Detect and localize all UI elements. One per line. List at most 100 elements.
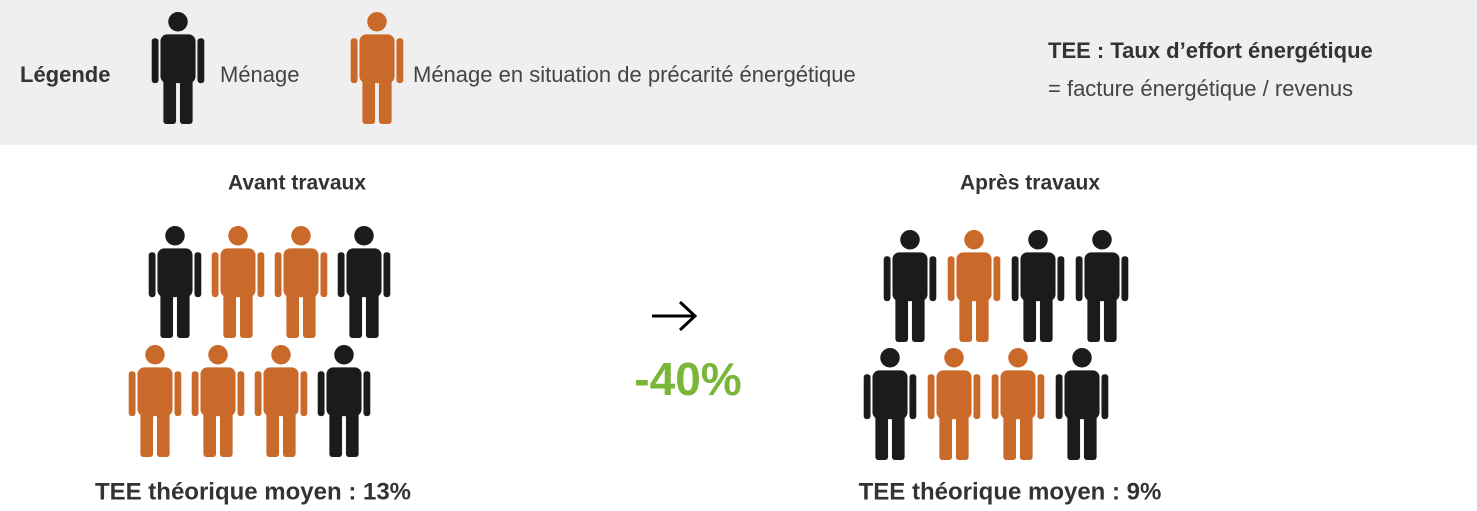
- arm: [363, 371, 371, 417]
- person-icon: [863, 348, 917, 460]
- head: [334, 345, 354, 365]
- arm: [1101, 374, 1109, 420]
- torso: [283, 248, 319, 298]
- torso: [160, 34, 196, 84]
- leg: [365, 290, 379, 338]
- torso: [137, 367, 173, 417]
- arm: [337, 252, 345, 298]
- arm: [254, 371, 262, 417]
- arm: [1055, 374, 1063, 420]
- leg: [160, 290, 174, 338]
- leg: [955, 412, 969, 460]
- leg: [140, 409, 154, 457]
- arm: [947, 256, 955, 302]
- head: [145, 345, 165, 365]
- arm: [1037, 374, 1045, 420]
- change-value: -40%: [634, 353, 741, 405]
- panel-caption: TEE théorique moyen : 9%: [859, 478, 1162, 505]
- person-icon: [128, 345, 182, 457]
- arm: [128, 371, 136, 417]
- torso: [157, 248, 193, 298]
- arm: [211, 252, 219, 298]
- person-icon: [337, 226, 391, 338]
- person-icon: [254, 345, 308, 457]
- leg: [282, 409, 296, 457]
- leg: [891, 412, 905, 460]
- arm: [863, 374, 871, 420]
- torso: [1084, 252, 1120, 302]
- leg: [266, 409, 280, 457]
- person-icon: [350, 12, 404, 124]
- person-icon: [883, 230, 937, 342]
- legend-label: Ménage en situation de précarité énergét…: [413, 62, 856, 87]
- leg: [959, 294, 973, 342]
- torso: [326, 367, 362, 417]
- legend-label: Ménage: [220, 62, 300, 87]
- leg: [203, 409, 217, 457]
- leg: [1003, 412, 1017, 460]
- arm: [383, 252, 391, 298]
- arm: [174, 371, 182, 417]
- head: [1028, 230, 1048, 250]
- legend-title: Légende: [20, 62, 110, 87]
- leg: [1103, 294, 1117, 342]
- head: [354, 226, 374, 246]
- torso: [1000, 370, 1036, 420]
- arm: [300, 371, 308, 417]
- leg: [895, 294, 909, 342]
- leg: [163, 76, 177, 124]
- leg: [345, 409, 359, 457]
- person-icon: [274, 226, 328, 338]
- person-icon: [947, 230, 1001, 342]
- arm: [927, 374, 935, 420]
- arm: [317, 371, 325, 417]
- head: [1092, 230, 1112, 250]
- leg: [219, 409, 233, 457]
- leg: [975, 294, 989, 342]
- head: [1072, 348, 1092, 368]
- arm: [151, 38, 159, 84]
- arrow: [652, 300, 698, 332]
- arm: [320, 252, 328, 298]
- arm: [1011, 256, 1019, 302]
- person-icon: [927, 348, 981, 460]
- torso: [346, 248, 382, 298]
- leg: [362, 76, 376, 124]
- head: [367, 12, 387, 32]
- arm: [909, 374, 917, 420]
- panel-title: Avant travaux: [228, 172, 366, 195]
- leg: [1083, 412, 1097, 460]
- arm: [1075, 256, 1083, 302]
- panel-caption: TEE théorique moyen : 13%: [95, 478, 411, 505]
- torso: [1020, 252, 1056, 302]
- torso: [200, 367, 236, 417]
- leg: [239, 290, 253, 338]
- person-icon: [151, 12, 205, 124]
- head: [1008, 348, 1028, 368]
- arm: [973, 374, 981, 420]
- torso: [359, 34, 395, 84]
- leg: [286, 290, 300, 338]
- leg: [329, 409, 343, 457]
- head: [944, 348, 964, 368]
- leg: [176, 290, 190, 338]
- person-icon: [991, 348, 1045, 460]
- torso: [872, 370, 908, 420]
- person-icon: [148, 226, 202, 338]
- leg: [1019, 412, 1033, 460]
- torso: [936, 370, 972, 420]
- panel-title: Après travaux: [960, 172, 1100, 195]
- arm: [197, 38, 205, 84]
- arm: [396, 38, 404, 84]
- head: [165, 226, 185, 246]
- head: [208, 345, 228, 365]
- head: [964, 230, 984, 250]
- leg: [939, 412, 953, 460]
- head: [291, 226, 311, 246]
- definition-title: TEE : Taux d’effort énergétique: [1048, 38, 1373, 63]
- arm: [191, 371, 199, 417]
- legend-box: [0, 0, 1477, 145]
- torso: [263, 367, 299, 417]
- arm: [350, 38, 358, 84]
